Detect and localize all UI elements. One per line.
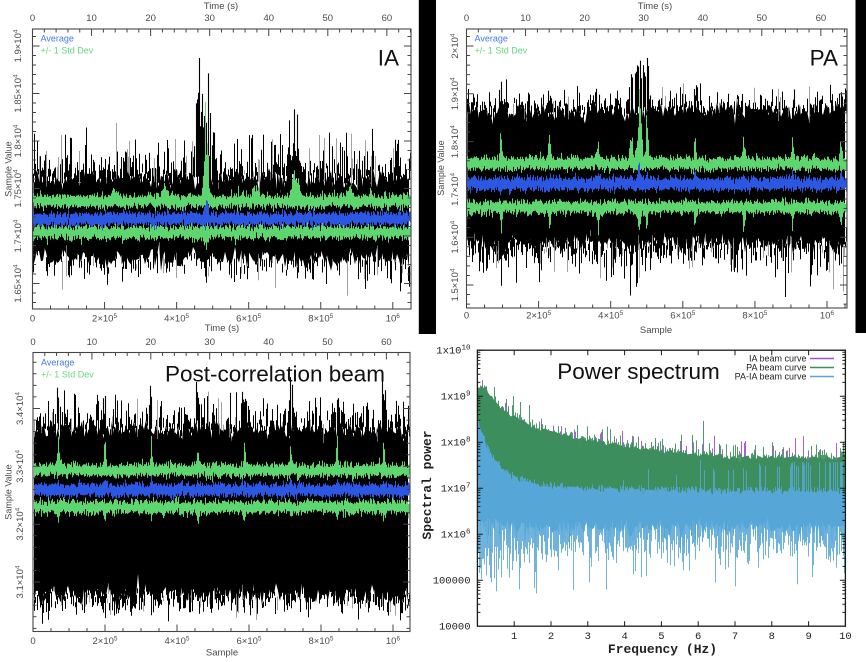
svg-text:8×105: 8×105 [308, 313, 333, 325]
svg-text:8×105: 8×105 [308, 636, 333, 648]
svg-text:Spectral power: Spectral power [420, 430, 435, 539]
svg-text:IA: IA [378, 46, 399, 71]
svg-text:10000: 10000 [439, 622, 471, 634]
svg-text:1.9×104: 1.9×104 [450, 77, 462, 110]
svg-text:3.1×104: 3.1×104 [15, 565, 27, 598]
svg-text:60: 60 [816, 13, 827, 24]
svg-text:2×104: 2×104 [450, 33, 462, 58]
svg-text:1.65×104: 1.65×104 [13, 264, 25, 303]
svg-text:1.85×104: 1.85×104 [13, 74, 25, 113]
svg-text:3.4×104: 3.4×104 [15, 392, 27, 425]
svg-text:60: 60 [381, 337, 392, 348]
svg-text:4×105: 4×105 [164, 636, 189, 648]
svg-text:1.9×104: 1.9×104 [13, 29, 25, 62]
svg-text:60: 60 [382, 13, 393, 24]
svg-text:1.7×104: 1.7×104 [450, 173, 462, 206]
svg-text:106: 106 [386, 313, 401, 325]
svg-text:20: 20 [146, 337, 157, 348]
svg-text:1: 1 [511, 631, 517, 643]
svg-text:40: 40 [263, 13, 274, 24]
svg-text:1x107: 1x107 [441, 483, 471, 496]
svg-text:0: 0 [464, 13, 469, 24]
svg-text:Frequency (Hz): Frequency (Hz) [608, 642, 717, 657]
svg-text:Average: Average [475, 34, 508, 44]
svg-text:Time (s): Time (s) [638, 1, 672, 12]
svg-text:1.8×104: 1.8×104 [13, 124, 25, 157]
svg-text:30: 30 [638, 13, 649, 24]
svg-text:1.5×104: 1.5×104 [450, 268, 462, 301]
svg-text:2: 2 [548, 631, 554, 643]
svg-text:Average: Average [41, 358, 74, 368]
svg-text:1x108: 1x108 [441, 437, 471, 450]
svg-text:0: 0 [30, 314, 35, 325]
svg-text:IA beam curve: IA beam curve [749, 354, 807, 364]
svg-text:Time (s): Time (s) [204, 1, 238, 12]
svg-text:6: 6 [695, 631, 701, 643]
svg-text:20: 20 [145, 13, 156, 24]
svg-text:30: 30 [204, 13, 215, 24]
svg-text:10: 10 [839, 631, 852, 643]
svg-text:+/- 1 Std Dev: +/- 1 Std Dev [475, 46, 528, 56]
svg-text:Sample Value: Sample Value [4, 464, 14, 519]
svg-text:2×105: 2×105 [526, 310, 551, 322]
svg-text:6×105: 6×105 [236, 313, 261, 325]
svg-text:10: 10 [520, 13, 531, 24]
svg-text:Sample: Sample [206, 648, 238, 659]
svg-text:100000: 100000 [433, 576, 471, 588]
svg-text:Sample Value: Sample Value [4, 141, 14, 196]
svg-text:0: 0 [30, 337, 35, 348]
svg-text:1.8×104: 1.8×104 [450, 125, 462, 158]
svg-text:PA beam curve: PA beam curve [746, 363, 806, 373]
svg-text:1.6×104: 1.6×104 [450, 220, 462, 253]
svg-text:40: 40 [263, 337, 274, 348]
svg-text:1x106: 1x106 [441, 529, 471, 542]
svg-text:Power spectrum: Power spectrum [557, 359, 720, 384]
svg-text:1x109: 1x109 [441, 391, 471, 404]
svg-text:40: 40 [697, 13, 708, 24]
svg-text:6×105: 6×105 [670, 310, 695, 322]
svg-text:Time (s): Time (s) [205, 323, 239, 334]
svg-text:3: 3 [585, 631, 591, 643]
svg-text:106: 106 [386, 636, 401, 648]
svg-text:1.7×104: 1.7×104 [13, 219, 25, 252]
svg-text:8×105: 8×105 [742, 310, 767, 322]
svg-text:6×105: 6×105 [236, 636, 261, 648]
svg-text:4: 4 [621, 631, 627, 643]
svg-text:Average: Average [41, 34, 74, 44]
svg-text:10: 10 [86, 13, 97, 24]
svg-text:8: 8 [769, 631, 775, 643]
svg-text:PA: PA [810, 46, 838, 71]
svg-text:106: 106 [820, 310, 835, 322]
svg-text:3.2×104: 3.2×104 [15, 507, 27, 540]
svg-text:20: 20 [579, 13, 590, 24]
svg-text:PA-IA beam curve: PA-IA beam curve [735, 372, 807, 382]
svg-text:5: 5 [658, 631, 664, 643]
svg-text:Post-correlation beam: Post-correlation beam [165, 362, 385, 387]
svg-text:Sample Value: Sample Value [436, 140, 446, 195]
svg-text:10: 10 [87, 337, 98, 348]
svg-text:4×105: 4×105 [164, 313, 189, 325]
svg-text:50: 50 [322, 337, 333, 348]
svg-text:+/- 1 Std Dev: +/- 1 Std Dev [41, 46, 94, 56]
svg-text:7: 7 [732, 631, 738, 643]
svg-text:4×105: 4×105 [598, 310, 623, 322]
svg-text:0: 0 [30, 636, 35, 647]
svg-text:1.75×104: 1.75×104 [13, 169, 25, 208]
svg-text:9: 9 [805, 631, 811, 643]
svg-text:2×105: 2×105 [92, 636, 117, 648]
svg-text:50: 50 [757, 13, 768, 24]
svg-text:0: 0 [30, 13, 35, 24]
svg-text:Sample: Sample [640, 325, 672, 336]
svg-text:30: 30 [204, 337, 215, 348]
svg-text:0: 0 [464, 311, 469, 322]
svg-text:3.3×104: 3.3×104 [15, 450, 27, 483]
svg-text:50: 50 [323, 13, 334, 24]
svg-text:+/- 1 Std Dev: +/- 1 Std Dev [41, 370, 94, 380]
svg-text:2×105: 2×105 [92, 313, 117, 325]
